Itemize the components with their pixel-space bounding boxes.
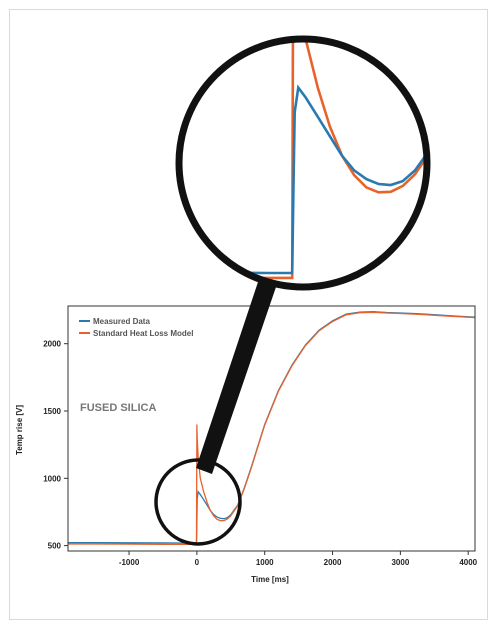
y-axis-label: Temp rise [V] xyxy=(15,405,24,455)
y-tick-label: 1000 xyxy=(43,474,61,483)
x-tick-label: 2000 xyxy=(324,558,342,567)
x-tick-label: 4000 xyxy=(459,558,477,567)
y-tick-label: 2000 xyxy=(43,340,61,349)
x-tick-label: -1000 xyxy=(119,558,140,567)
y-tick-label: 1500 xyxy=(43,407,61,416)
legend-label-model: Standard Heat Loss Model xyxy=(93,329,193,338)
y-tick-label: 500 xyxy=(48,542,62,551)
x-tick-label: 1000 xyxy=(256,558,274,567)
x-tick-label: 3000 xyxy=(391,558,409,567)
x-tick-label: 0 xyxy=(195,558,200,567)
fused-silica-annotation: FUSED SILICA xyxy=(80,402,156,414)
x-axis-label: Time [ms] xyxy=(251,575,289,584)
legend-label-measured: Measured Data xyxy=(93,317,150,326)
